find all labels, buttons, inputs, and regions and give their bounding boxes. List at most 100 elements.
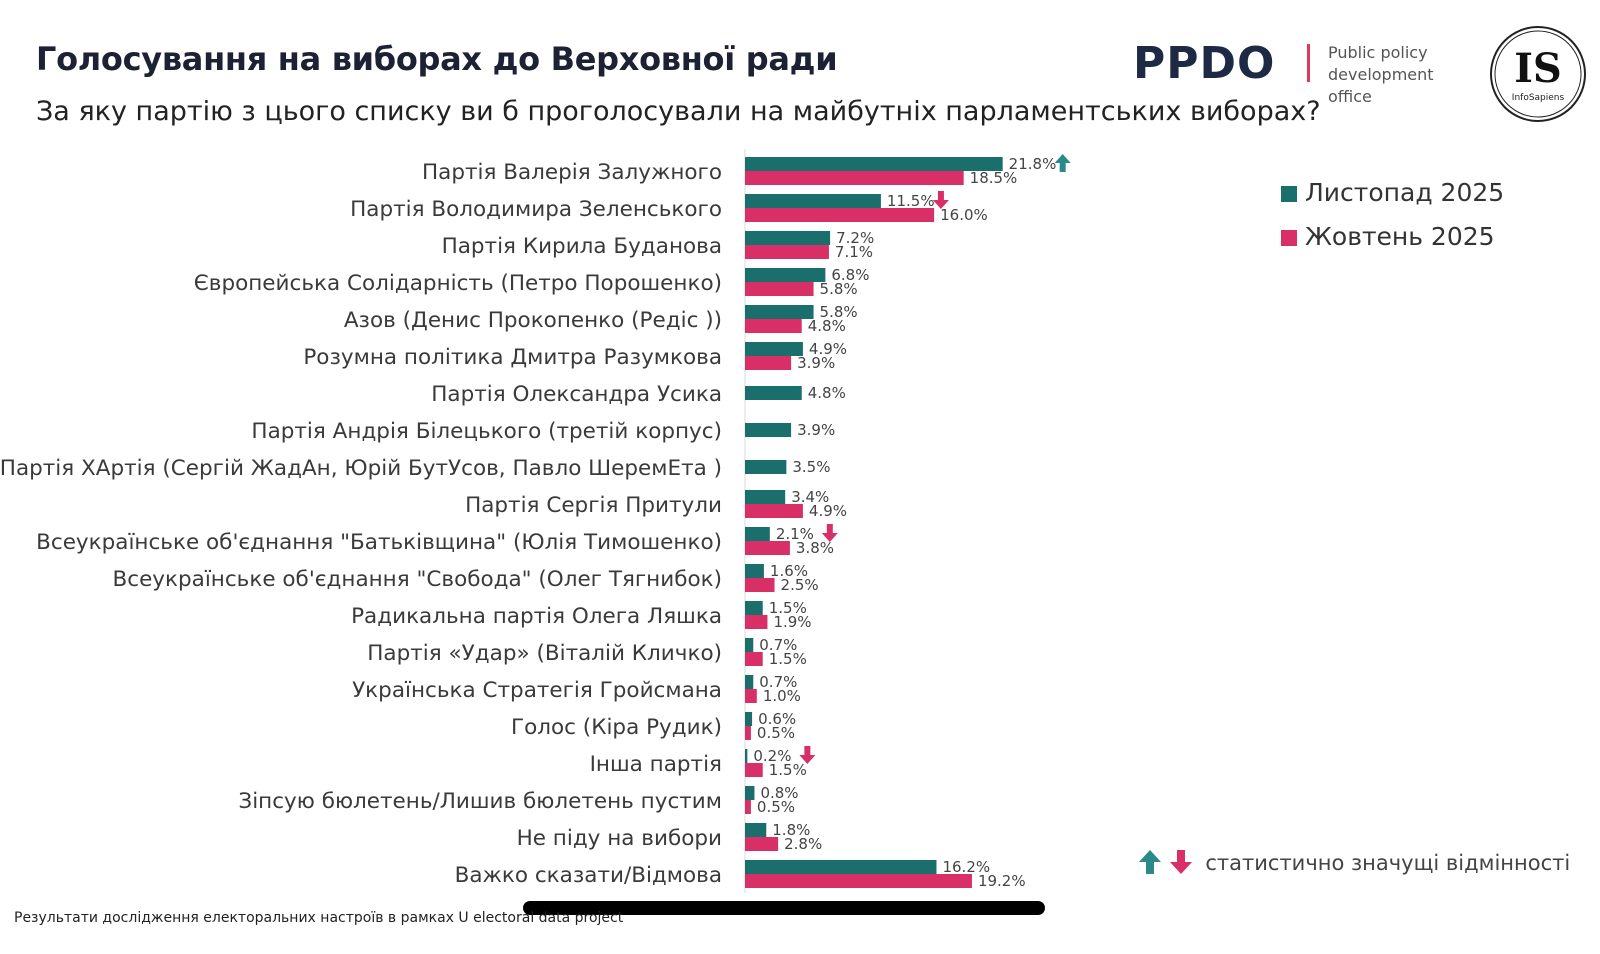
bar-nov	[745, 564, 764, 578]
category-label: Партія Олександра Усика	[431, 382, 722, 407]
bar-nov	[745, 231, 831, 245]
bar-oct	[745, 615, 768, 629]
bar-nov	[745, 786, 755, 800]
value-label-oct: 0.5%	[757, 798, 795, 816]
value-label-oct: 5.8%	[820, 280, 858, 298]
value-label-nov: 21.8%	[1009, 155, 1057, 173]
legend-item-oct: Жовтень 2025	[1281, 222, 1495, 251]
category-label: Партія Кирила Буданова	[442, 234, 722, 259]
ppdo-logo-subtitle: Public policy development office	[1328, 43, 1434, 106]
bar-nov	[745, 423, 792, 437]
bar-nov	[745, 749, 748, 763]
bar-nov	[745, 860, 937, 874]
category-label: Інша партія	[590, 752, 722, 777]
value-label-nov: 0.2%	[753, 747, 791, 765]
bar-nov	[745, 638, 754, 652]
value-label-oct: 4.8%	[808, 317, 846, 335]
category-label: Всеукраїнське об'єднання "Свобода" (Олег…	[113, 567, 723, 592]
value-label-oct: 1.5%	[769, 650, 807, 668]
chart-subtitle: За яку партію з цього списку ви б прогол…	[36, 96, 1321, 127]
bar-nov	[745, 386, 802, 400]
logo-divider	[1307, 44, 1310, 82]
bar-oct	[745, 874, 972, 888]
value-label-oct: 1.0%	[763, 687, 801, 705]
value-label-nov: 16.2%	[942, 858, 990, 876]
bar-oct	[745, 282, 814, 296]
arrow-down-icon	[799, 746, 816, 764]
value-label-nov: 0.7%	[759, 673, 797, 691]
category-label: Українська Стратегія Гройсмана	[352, 678, 722, 703]
value-label-oct: 1.5%	[769, 761, 807, 779]
scrollbar[interactable]	[523, 901, 1045, 915]
value-label-oct: 1.9%	[773, 613, 811, 631]
value-label-nov: 3.9%	[797, 421, 835, 439]
bar-nov	[745, 490, 786, 504]
value-label-nov: 1.5%	[769, 599, 807, 617]
bar-nov	[745, 712, 753, 726]
value-label-nov: 4.9%	[809, 340, 847, 358]
value-label-oct: 18.5%	[970, 169, 1018, 187]
legend-item-nov: Листопад 2025	[1281, 178, 1504, 207]
bar-oct	[745, 689, 757, 703]
significance-legend-label: статистично значущі відмінності	[1205, 851, 1571, 875]
ppdo-logo: PPDO	[1133, 38, 1276, 89]
category-label: Розумна політика Дмитра Разумкова	[303, 345, 722, 370]
arrow-down-icon	[821, 524, 838, 542]
category-label: Партія Володимира Зеленського	[350, 197, 722, 222]
value-label-oct: 7.1%	[835, 243, 873, 261]
arrow-up-icon	[1139, 850, 1161, 874]
arrow-up-icon	[1054, 154, 1071, 172]
category-label: Не піду на вибори	[517, 826, 722, 851]
value-label-oct: 3.9%	[797, 354, 835, 372]
category-label: Європейська Солідарність (Петро Порошенк…	[194, 271, 722, 296]
bar-oct	[745, 763, 763, 777]
bar-oct	[745, 578, 775, 592]
chart-title: Голосування на виборах до Верховної ради	[36, 40, 838, 78]
category-label: Всеукраїнське об'єднання "Батьківщина" (…	[36, 530, 722, 555]
bar-oct	[745, 171, 964, 185]
bar-nov	[745, 601, 763, 615]
bar-nov	[745, 268, 826, 282]
bar-oct	[745, 504, 803, 518]
value-label-oct: 2.8%	[784, 835, 822, 853]
value-label-oct: 3.8%	[796, 539, 834, 557]
legend-swatch-oct	[1281, 230, 1297, 246]
value-label-nov: 6.8%	[831, 266, 869, 284]
bar-nov	[745, 527, 770, 541]
value-label-nov: 0.8%	[760, 784, 798, 802]
category-label: Партія Валерія Залужного	[422, 160, 722, 185]
bar-nov	[745, 460, 787, 474]
bar-oct	[745, 726, 751, 740]
bar-oct	[745, 652, 763, 666]
category-label: Партія Сергія Притули	[465, 493, 722, 518]
value-label-nov: 1.6%	[770, 562, 808, 580]
value-label-nov: 5.8%	[820, 303, 858, 321]
legend-swatch-nov	[1281, 186, 1297, 202]
value-label-oct: 16.0%	[940, 206, 988, 224]
value-label-nov: 4.8%	[808, 384, 846, 402]
value-label-nov: 3.5%	[792, 458, 830, 476]
bar-nov	[745, 823, 767, 837]
arrow-down-icon	[932, 191, 949, 209]
legend-label-nov: Листопад 2025	[1305, 178, 1505, 207]
legend-label-oct: Жовтень 2025	[1305, 222, 1495, 251]
infosapiens-logo: IS InfoSapiens	[1490, 26, 1586, 122]
category-label: Партія «Удар» (Віталій Кличко)	[367, 641, 722, 666]
value-label-oct: 4.9%	[809, 502, 847, 520]
value-label-oct: 0.5%	[757, 724, 795, 742]
value-label-nov: 11.5%	[887, 192, 935, 210]
bar-oct	[745, 356, 792, 370]
value-label-oct: 2.5%	[781, 576, 819, 594]
bar-nov	[745, 157, 1003, 171]
category-label: Радикальна партія Олега Ляшка	[351, 604, 722, 629]
category-label: Партія Андрія Білецького (третій корпус)	[251, 419, 722, 444]
value-label-nov: 3.4%	[791, 488, 829, 506]
bar-nov	[745, 305, 814, 319]
bar-oct	[745, 837, 779, 851]
category-label: Важко сказати/Відмова	[455, 863, 722, 888]
significance-legend: статистично значущі відмінності	[1138, 848, 1570, 876]
bar-oct	[745, 245, 829, 259]
value-label-nov: 1.8%	[772, 821, 810, 839]
bar-oct	[745, 319, 802, 333]
